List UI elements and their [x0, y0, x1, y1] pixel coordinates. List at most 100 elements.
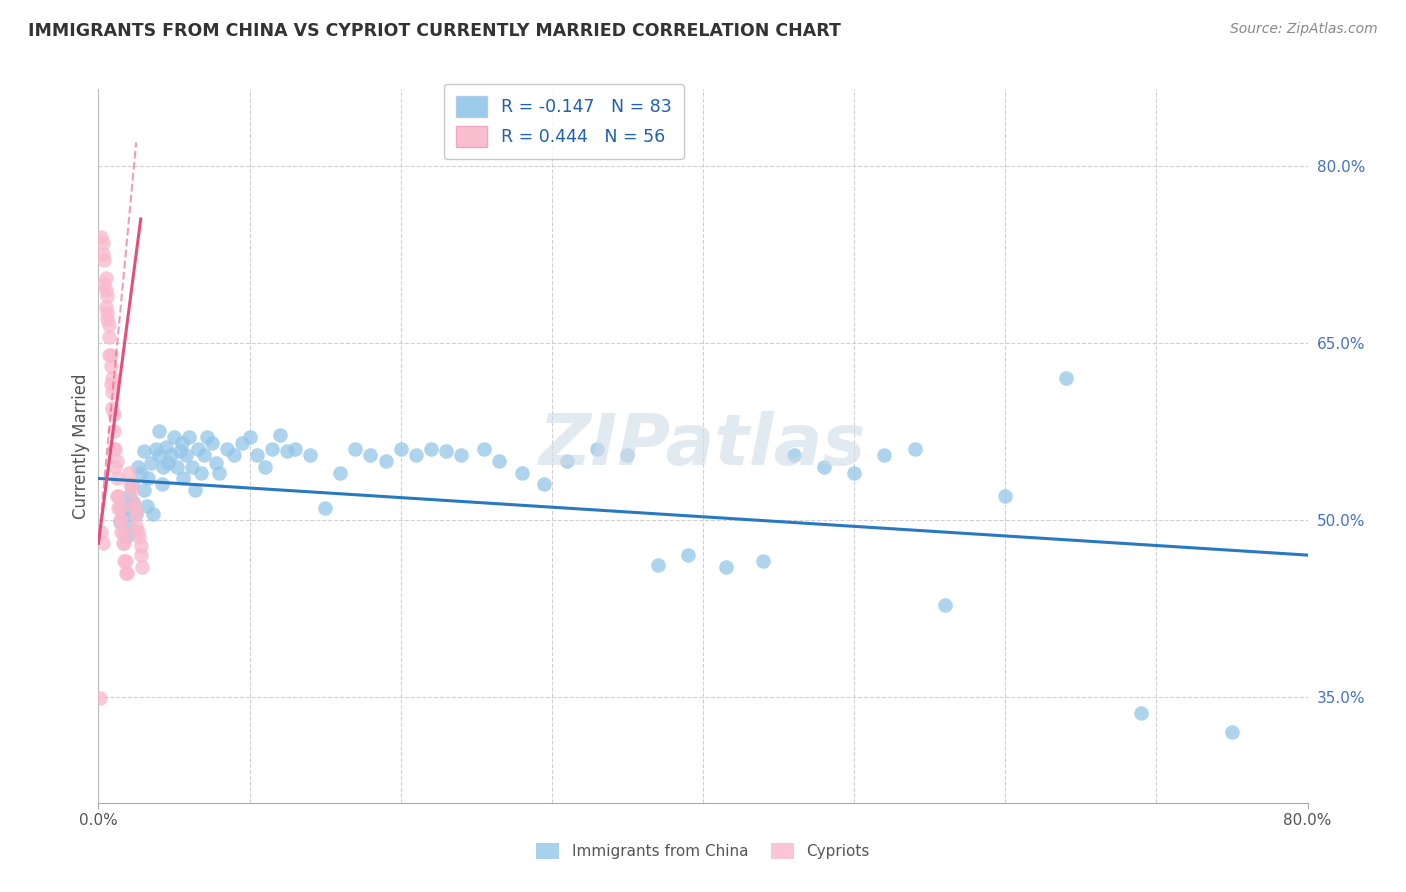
Point — [224, 448, 246, 462]
Text: IMMIGRANTS FROM CHINA VS CYPRIOT CURRENTLY MARRIED CORRELATION CHART: IMMIGRANTS FROM CHINA VS CYPRIOT CURRENT… — [28, 22, 841, 40]
Point — [269, 427, 291, 442]
Point — [434, 444, 457, 458]
Point — [91, 247, 114, 261]
Point — [616, 448, 638, 462]
Point — [647, 558, 669, 572]
Point — [239, 430, 262, 444]
Point — [103, 407, 125, 421]
Point — [127, 459, 149, 474]
Point — [104, 459, 127, 474]
Point — [108, 500, 131, 515]
Point — [96, 306, 118, 320]
Point — [100, 348, 122, 362]
Point — [129, 539, 152, 553]
Point — [533, 477, 555, 491]
Point — [360, 448, 382, 462]
Point — [110, 524, 132, 539]
Point — [100, 377, 122, 392]
Point — [420, 442, 443, 456]
Point — [94, 271, 117, 285]
Point — [873, 448, 896, 462]
Point — [104, 442, 127, 456]
Point — [141, 456, 163, 470]
Point — [195, 430, 218, 444]
Point — [125, 507, 148, 521]
Point — [118, 466, 141, 480]
Point — [253, 459, 276, 474]
Point — [156, 456, 179, 470]
Point — [122, 495, 145, 509]
Y-axis label: Currently Married: Currently Married — [72, 373, 90, 519]
Point — [124, 500, 146, 515]
Point — [179, 430, 201, 444]
Point — [329, 466, 352, 480]
Point — [193, 448, 215, 462]
Text: ZIPatlas: ZIPatlas — [540, 411, 866, 481]
Point — [160, 448, 183, 462]
Point — [934, 598, 956, 612]
Point — [904, 442, 927, 456]
Point — [112, 536, 135, 550]
Point — [450, 448, 472, 462]
Point — [103, 424, 125, 438]
Text: Source: ZipAtlas.com: Source: ZipAtlas.com — [1230, 22, 1378, 37]
Point — [148, 424, 170, 438]
Point — [115, 566, 138, 580]
Point — [129, 548, 152, 562]
Point — [93, 277, 115, 291]
Legend: Immigrants from China, Cypriots: Immigrants from China, Cypriots — [529, 835, 877, 866]
Point — [163, 430, 186, 444]
Point — [510, 466, 533, 480]
Point — [101, 385, 124, 400]
Point — [1130, 706, 1153, 721]
Point — [170, 436, 193, 450]
Point — [91, 235, 114, 250]
Point — [96, 288, 118, 302]
Point — [114, 530, 136, 544]
Point — [111, 510, 134, 524]
Point — [208, 466, 231, 480]
Point — [118, 489, 141, 503]
Point — [184, 483, 207, 498]
Point — [155, 440, 177, 454]
Point — [96, 312, 118, 326]
Point — [114, 554, 136, 568]
Point — [844, 466, 866, 480]
Point — [105, 471, 128, 485]
Point — [1220, 725, 1243, 739]
Point — [166, 459, 188, 474]
Point — [246, 448, 269, 462]
Point — [125, 507, 148, 521]
Point — [100, 359, 122, 374]
Point — [118, 518, 141, 533]
Point — [101, 401, 124, 415]
Point — [111, 524, 134, 539]
Point — [125, 518, 148, 533]
Point — [105, 489, 128, 503]
Point — [98, 330, 121, 344]
Point — [101, 371, 124, 385]
Point — [136, 471, 159, 485]
Point — [714, 560, 737, 574]
Point — [135, 499, 157, 513]
Point — [112, 554, 135, 568]
Point — [142, 507, 165, 521]
Point — [122, 495, 145, 509]
Point — [132, 444, 155, 458]
Point — [90, 229, 112, 244]
Point — [150, 477, 173, 491]
Point — [114, 500, 136, 515]
Point — [586, 442, 609, 456]
Point — [488, 454, 510, 468]
Point — [181, 459, 204, 474]
Point — [94, 301, 117, 315]
Point — [114, 566, 136, 580]
Point — [262, 442, 284, 456]
Point — [132, 483, 155, 498]
Point — [103, 442, 125, 456]
Point — [472, 442, 495, 456]
Point — [94, 283, 117, 297]
Point — [344, 442, 367, 456]
Point — [129, 466, 152, 480]
Point — [752, 554, 775, 568]
